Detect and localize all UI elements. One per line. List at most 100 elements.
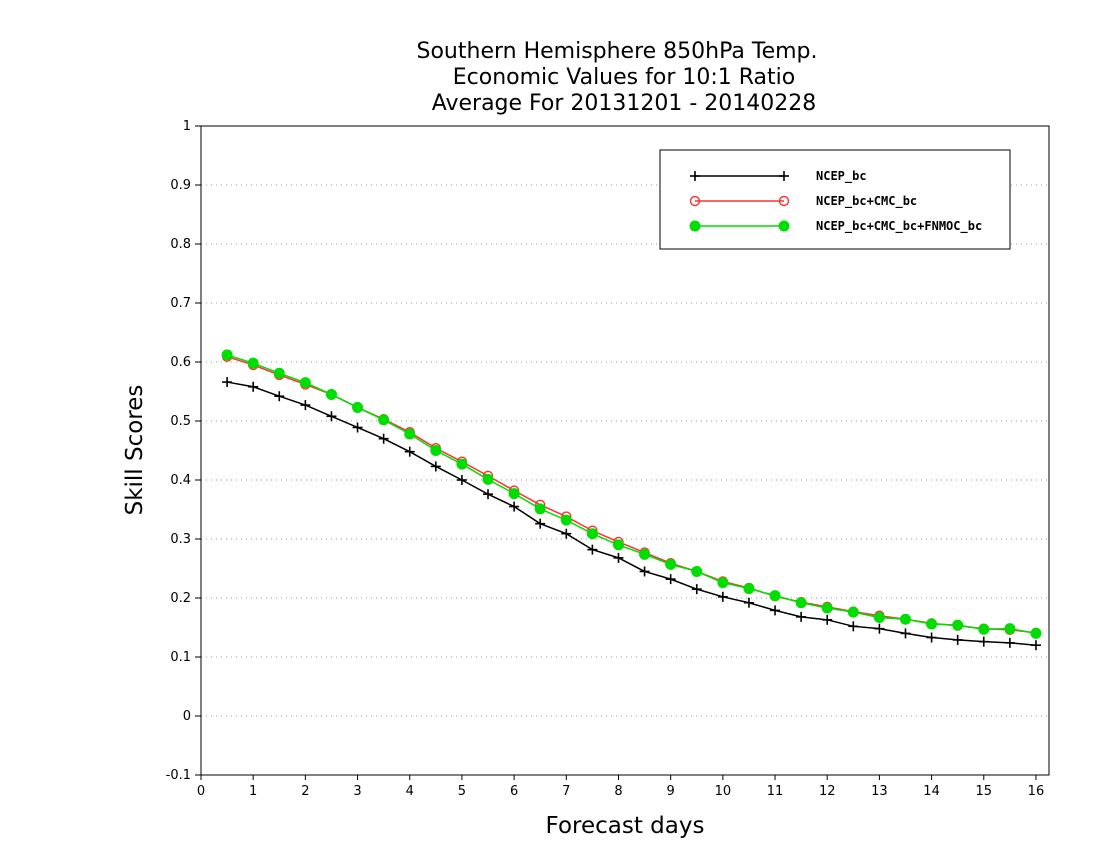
data-point [769,590,781,602]
series-line [226,354,1037,635]
data-point [691,584,702,595]
x-tick-label: 12 [819,784,836,799]
data-point [743,583,755,595]
x-tick-label: 15 [975,784,992,799]
x-tick-label: 2 [301,784,309,799]
data-point [691,565,703,577]
y-tick-label: 0.4 [170,473,191,488]
data-point [430,461,441,472]
y-tick-label: 0.9 [170,178,191,193]
x-tick-label: 6 [510,784,518,799]
y-tick-label: 1 [183,119,191,134]
title-line-3: Average For 20131201 - 20140228 [432,91,817,116]
data-point [1030,627,1042,639]
legend-label: NCEP_bc+CMC_bc [816,194,917,209]
x-tick-label: 7 [562,784,570,799]
title-line-2: Economic Values for 10:1 Ratio [453,65,795,90]
x-axis-title: Forecast days [546,813,705,839]
y-tick-label: 0.6 [170,355,191,370]
data-point [796,611,807,622]
series-2 [221,349,1042,639]
data-point [612,539,624,551]
data-point [795,597,807,609]
data-point [665,574,676,585]
x-tick-label: 14 [923,784,940,799]
data-point [274,391,285,402]
data-point [299,377,311,389]
data-point [821,602,833,614]
series-layer [221,349,1042,651]
x-tick-label: 10 [715,784,732,799]
legend-label: NCEP_bc+CMC_bc+FNMOC_bc [816,219,982,234]
data-point [534,503,546,515]
legend-marker [778,195,790,207]
data-point [978,623,990,635]
data-point [560,514,572,526]
legend-marker [779,171,789,181]
legend-marker [689,195,701,207]
data-point [456,458,468,470]
data-point [613,552,624,563]
data-point [509,501,520,512]
x-tick-label: 3 [353,784,361,799]
data-point [325,388,337,400]
legend-item-2: NCEP_bc+CMC_bc+FNMOC_bc [689,219,982,234]
data-point [378,414,390,426]
data-point [352,422,363,433]
legend-box [659,149,1011,250]
data-point [222,377,233,388]
x-tick-label: 8 [614,784,622,799]
y-tick-label: 0 [183,709,191,724]
data-point [248,381,259,392]
x-tick-label: 0 [197,784,205,799]
data-point [1030,640,1041,651]
data-point [717,577,729,589]
x-tick-label: 5 [458,784,466,799]
data-point [926,632,937,643]
data-point [900,628,911,639]
data-point [247,357,259,369]
x-tick-label: 9 [667,784,675,799]
legend-marker [778,220,790,232]
data-point [639,548,651,560]
series-1 [221,351,1042,639]
data-point [378,433,389,444]
data-point [586,528,598,540]
data-point [561,528,572,539]
y-tick-label: 0.5 [170,414,191,429]
data-point [665,558,677,570]
series-line [226,381,1037,646]
data-point [482,473,494,485]
series-0 [222,377,1041,651]
y-tick-label: 0.1 [170,650,191,665]
data-point [273,367,285,379]
data-point [639,566,650,577]
data-point [404,446,415,457]
data-point [899,613,911,625]
data-point [1004,637,1015,648]
data-point [770,605,781,616]
data-point [404,428,416,440]
x-tick-label: 4 [406,784,414,799]
legend-item-1: NCEP_bc+CMC_bc [689,194,917,209]
data-point [430,445,442,456]
data-point [743,597,754,608]
data-point [952,634,963,645]
legend-marker [689,220,701,232]
legend-marker [690,171,700,181]
y-tick-label: 0.2 [170,591,191,606]
x-tick-label: 11 [767,784,784,799]
x-tick-label: 1 [249,784,257,799]
legend-item-0: NCEP_bc [690,169,867,184]
data-point [508,488,520,500]
data-point [978,636,989,647]
data-point [847,606,859,618]
data-point [873,611,885,623]
x-tick-label: 16 [1028,784,1045,799]
data-point [352,401,364,413]
data-point [952,619,964,631]
data-point [587,544,598,555]
data-point [456,475,467,485]
y-axis: -0.1 0 0.1 0.2 0.3 0.4 0.5 0.6 0.7 0.8 0.9 1 [166,119,201,783]
